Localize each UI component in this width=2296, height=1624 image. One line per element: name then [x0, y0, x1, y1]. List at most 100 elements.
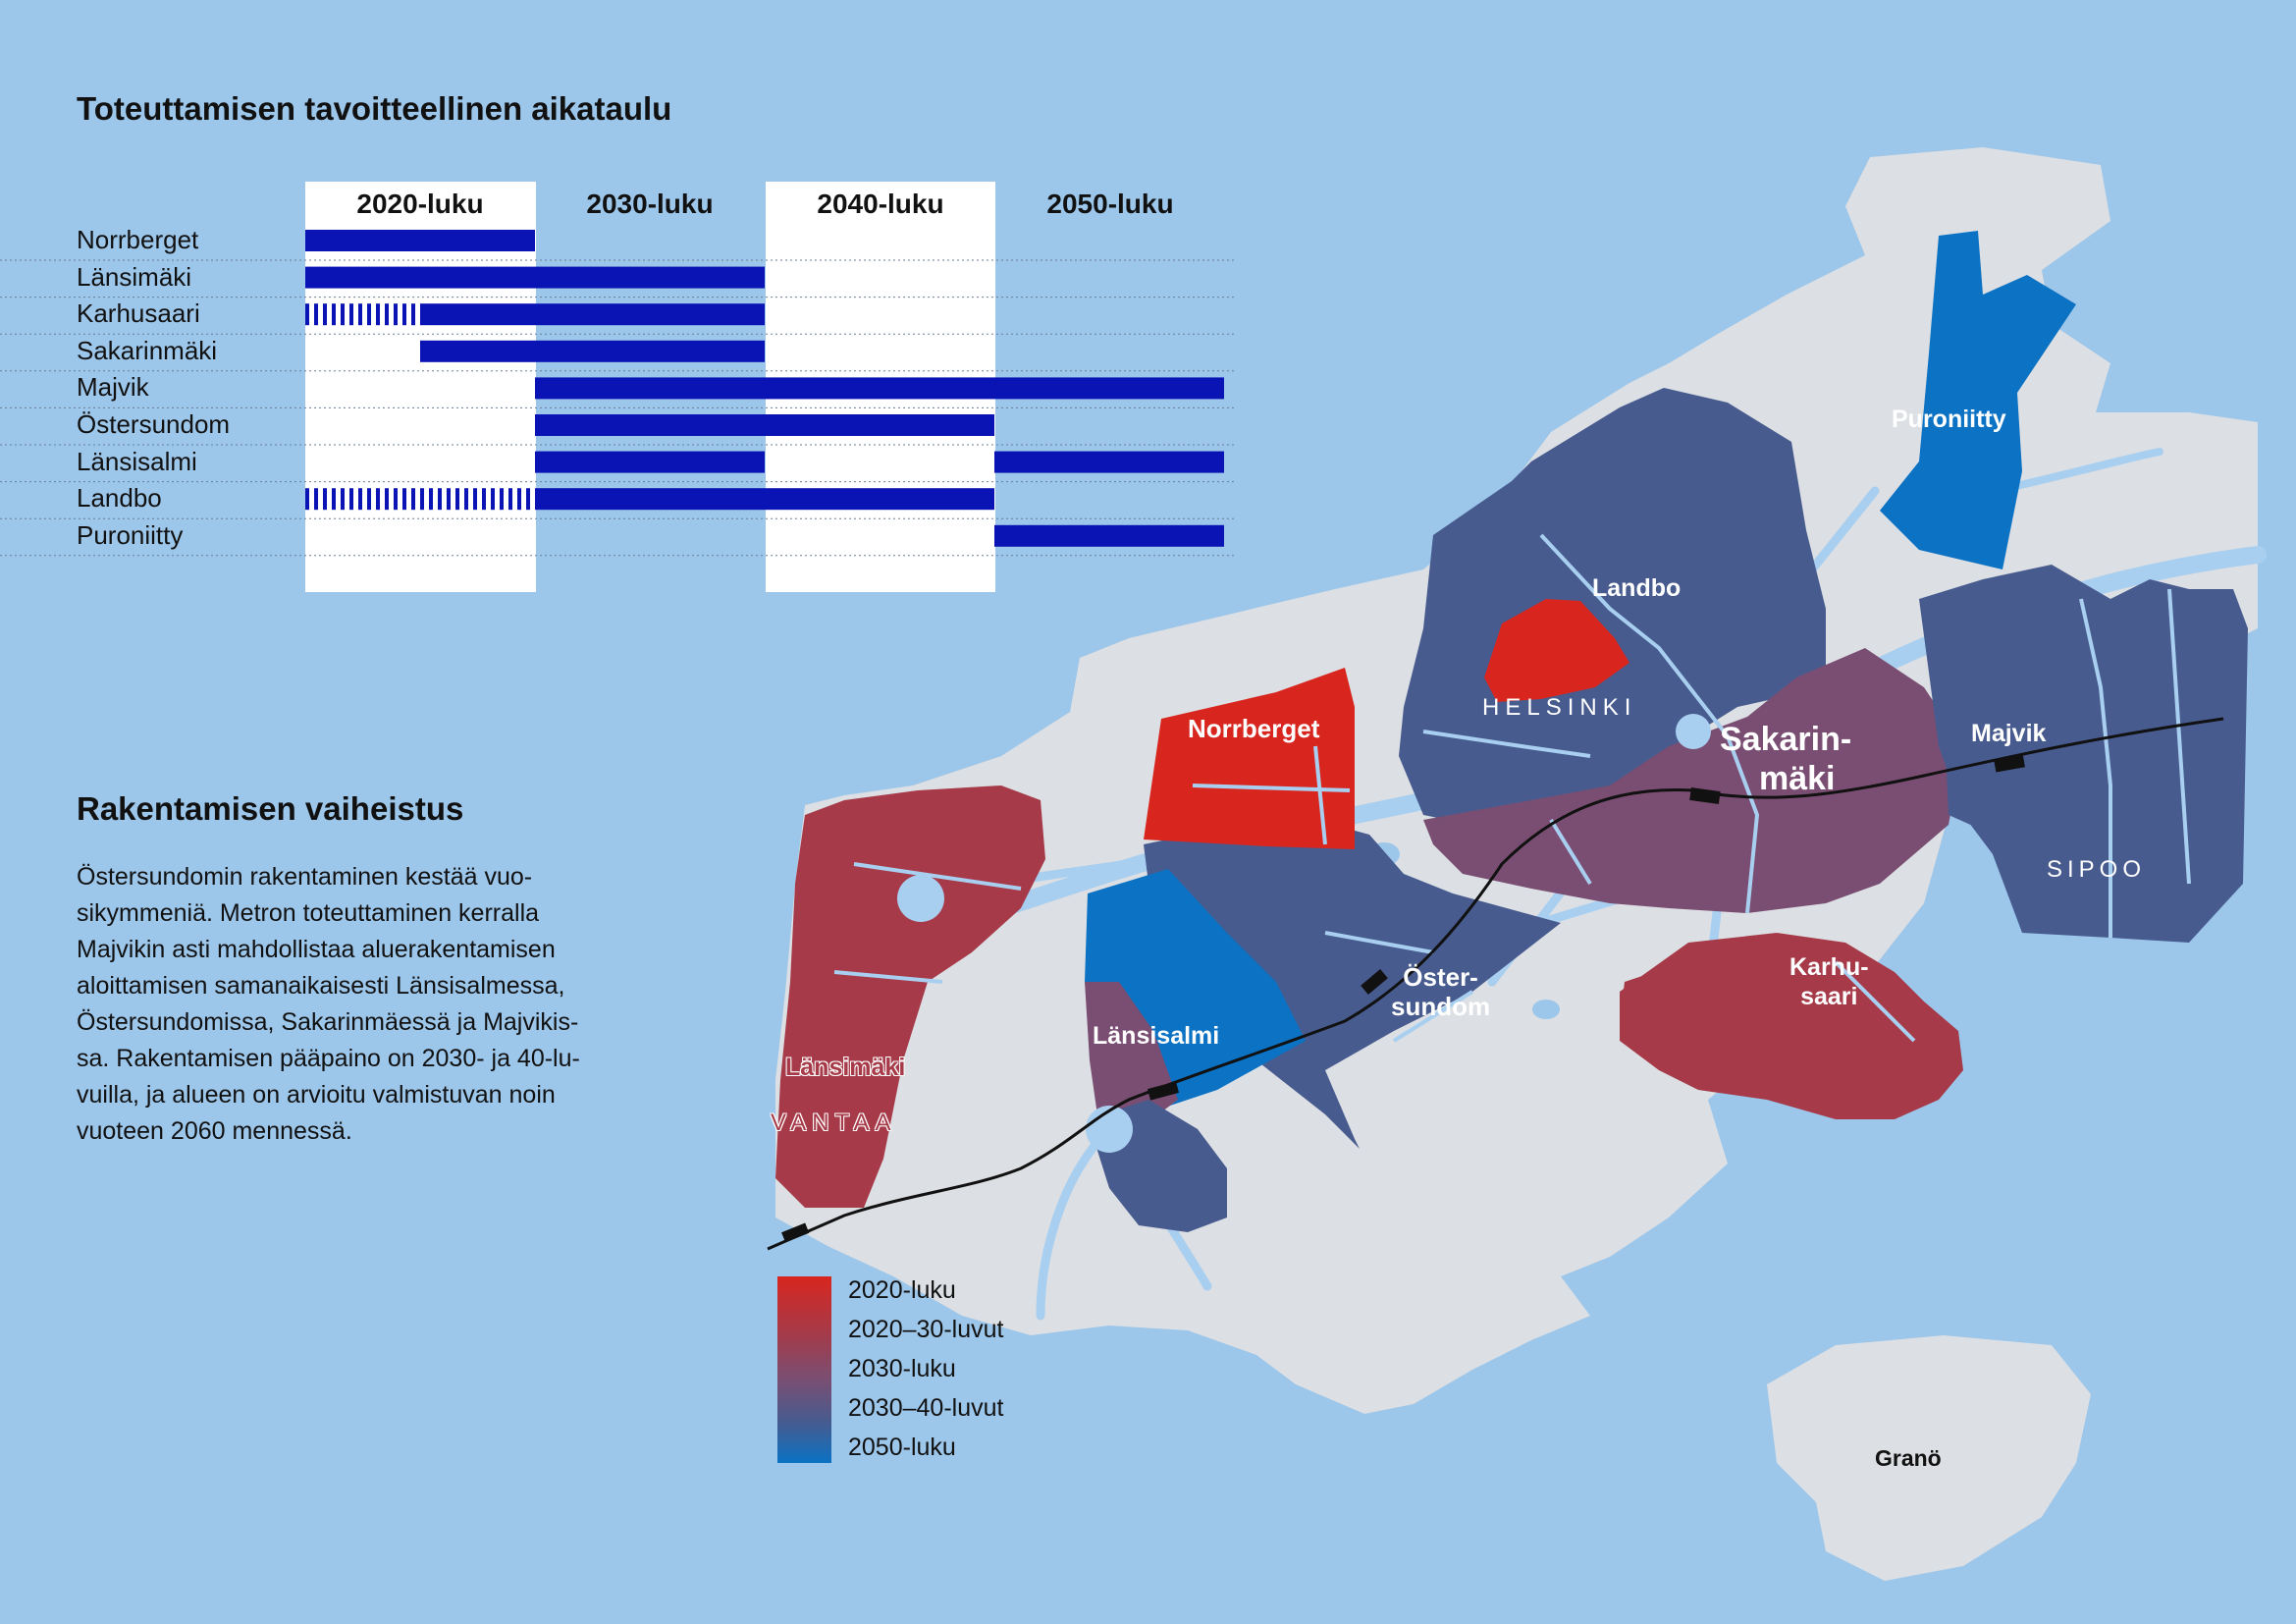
phasing-line: Östersundomissa, Sakarinmäessä ja Majvik… — [77, 1008, 579, 1036]
legend-item-2030-40: 2030–40-luvut — [848, 1394, 1004, 1422]
timeline-row-label: Länsimäki — [77, 261, 192, 292]
label-karhusaari-line1: Karhu- — [1789, 953, 1869, 981]
timeline-bar — [535, 488, 994, 511]
timeline-row-label: Östersundom — [77, 409, 231, 439]
label-grano: Granö — [1875, 1445, 1942, 1471]
legend-item-2020: 2020-luku — [848, 1276, 956, 1304]
timeline-bar-tick — [323, 303, 327, 326]
zone-landbo — [1399, 388, 1826, 825]
phasing-line: Östersundomin rakentaminen kestää vuo- — [77, 863, 533, 891]
timeline-bar-tick — [332, 488, 336, 511]
label-majvik: Majvik — [1971, 720, 2047, 747]
timeline-bar-tick — [341, 303, 345, 326]
timeline-bar-tick — [455, 488, 459, 511]
label-ostersundom: Öster- sundom — [1391, 962, 1490, 1021]
timeline-bar-dashed — [305, 488, 530, 511]
timeline-bar-tick — [473, 488, 477, 511]
timeline-bar-dashed — [305, 303, 415, 326]
phasing-line: vuoteen 2060 mennessä. — [77, 1117, 352, 1145]
legend-item-2030: 2030-luku — [848, 1355, 956, 1382]
timeline-bar-tick — [323, 488, 327, 511]
timeline-bar-tick — [508, 488, 512, 511]
label-sakarinmaki-line2: mäki — [1759, 760, 1836, 797]
phasing-line: sa. Rakentamisen pääpaino on 2030- ja 40… — [77, 1045, 580, 1072]
timeline-chart — [0, 182, 1237, 592]
timeline-bar-tick — [411, 303, 415, 326]
timeline-bar-tick — [385, 303, 389, 326]
timeline-bar-tick — [394, 488, 398, 511]
label-norrberget: Norrberget — [1188, 714, 1320, 743]
timeline-title: Toteuttamisen tavoitteellinen aikataulu — [77, 90, 672, 127]
decade-header-2050: 2050-luku — [1046, 189, 1174, 219]
timeline-bar-tick — [305, 488, 309, 511]
phasing-line: Majvikin asti mahdollistaa aluerakentami… — [77, 936, 556, 963]
label-ostersundom-line1: Öster- — [1403, 962, 1478, 992]
timeline-bar-tick — [517, 488, 521, 511]
timeline-bar-tick — [367, 488, 371, 511]
grano-island — [1767, 1335, 2091, 1581]
timeline-bar-tick — [358, 488, 362, 511]
zone-landbo-red — [1484, 599, 1629, 702]
timeline-bar — [305, 230, 535, 251]
timeline-bar-tick — [341, 488, 345, 511]
zone-karhusaari — [1620, 933, 1963, 1119]
timeline-bar-tick — [429, 488, 433, 511]
zone-norrberget — [1144, 668, 1355, 849]
label-vantaa: VANTAA — [771, 1110, 897, 1136]
timeline-bar-tick — [447, 488, 451, 511]
timeline-bar-tick — [305, 303, 309, 326]
timeline-bar-tick — [314, 303, 318, 326]
zone-sakarinmaki — [1423, 648, 1963, 913]
zone-borders — [833, 533, 2191, 1043]
timeline-row-label: Karhusaari — [77, 298, 200, 329]
timeline-bar-tick — [376, 303, 380, 326]
timeline-row-label: Majvik — [77, 372, 149, 403]
decade-header-2040: 2040-luku — [817, 189, 944, 219]
zone-puroniitty — [1880, 231, 2076, 569]
timeline-bar-tick — [420, 488, 424, 511]
label-lansimaki: Länsimäki — [785, 1054, 906, 1081]
timeline-bar — [535, 377, 1224, 400]
label-helsinki: HELSINKI — [1482, 694, 1637, 721]
legend-item-2050: 2050-luku — [848, 1434, 956, 1461]
timeline-bar — [994, 524, 1224, 547]
zone-lansimaki — [775, 785, 1045, 1208]
timeline-row-label: Norrberget — [77, 225, 199, 254]
zone-ostersundom — [1144, 820, 1561, 1149]
timeline-bar — [535, 414, 994, 436]
zone-karhusaari-west — [1620, 967, 1698, 1041]
timeline-bar-tick — [394, 303, 398, 326]
timeline-bar-tick — [314, 488, 318, 511]
timeline-bar — [420, 340, 765, 362]
timeline-bar — [420, 303, 765, 326]
timeline-bar-tick — [349, 303, 353, 326]
timeline-bar-tick — [482, 488, 486, 511]
label-puroniitty: Puroniitty — [1892, 406, 2006, 433]
metro-stations — [781, 754, 2025, 1243]
legend-gradient-bar — [777, 1276, 831, 1463]
timeline-bar-tick — [367, 303, 371, 326]
timeline-bar-tick — [491, 488, 495, 511]
decade-header-2020: 2020-luku — [356, 189, 484, 219]
phasing-paragraph: Östersundomin rakentaminen kestää vuo- s… — [77, 859, 705, 1150]
timeline-row-label: Puroniitty — [77, 519, 184, 550]
timeline-bar-tick — [349, 488, 353, 511]
timeline-bar-tick — [376, 488, 380, 511]
legend-item-2020-30: 2020–30-luvut — [848, 1316, 1004, 1343]
timeline-row-label: Länsisalmi — [77, 446, 197, 476]
timeline-bar-tick — [332, 303, 336, 326]
timeline-bar-tick — [500, 488, 504, 511]
label-sakarinmaki-line1: Sakarin- — [1720, 721, 1852, 758]
phasing-line: aloittamisen samanaikaisesti Länsisalmes… — [77, 972, 565, 1000]
timeline-bar-tick — [402, 488, 406, 511]
timeline-row-label: Landbo — [77, 483, 162, 514]
timeline-bar-tick — [411, 488, 415, 511]
timeline-bar — [994, 451, 1224, 473]
metro-line — [767, 717, 2224, 1251]
timeline-bar — [305, 266, 765, 289]
timeline-bar-tick — [438, 488, 442, 511]
phasing-title: Rakentamisen vaiheistus — [77, 790, 464, 827]
phasing-line: sikymmeniä. Metron toteuttaminen kerrall… — [77, 899, 540, 927]
timeline-bar-tick — [526, 488, 530, 511]
